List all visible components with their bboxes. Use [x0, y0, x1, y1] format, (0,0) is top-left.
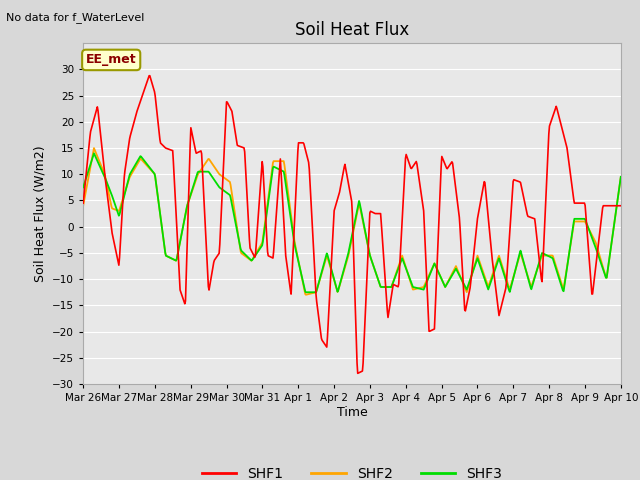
- SHF3: [113, 207, 121, 213]
- SHF1: [113, 250, 120, 255]
- SHF1: [423, 283, 431, 289]
- SHF2: [113, 207, 121, 213]
- Line: SHF1: SHF1: [83, 76, 621, 373]
- SHF3: [543, 253, 551, 259]
- SHF1: [488, 257, 496, 263]
- SHF3: [79, 184, 87, 190]
- Line: SHF2: SHF2: [83, 148, 621, 295]
- Line: SHF3: SHF3: [83, 153, 621, 292]
- Title: Soil Heat Flux: Soil Heat Flux: [295, 21, 409, 39]
- SHF1: [146, 73, 154, 79]
- Text: EE_met: EE_met: [86, 53, 136, 66]
- SHF1: [617, 203, 625, 209]
- Legend: SHF1, SHF2, SHF3: SHF1, SHF2, SHF3: [196, 461, 508, 480]
- SHF3: [423, 278, 431, 284]
- Y-axis label: Soil Heat Flux (W/m2): Soil Heat Flux (W/m2): [34, 145, 47, 282]
- SHF3: [393, 270, 401, 276]
- SHF3: [302, 289, 310, 295]
- SHF2: [407, 280, 415, 286]
- SHF1: [407, 166, 415, 171]
- Text: No data for f_WaterLevel: No data for f_WaterLevel: [6, 12, 145, 23]
- SHF2: [79, 203, 87, 209]
- SHF2: [617, 174, 625, 180]
- SHF1: [543, 161, 551, 167]
- SHF1: [393, 283, 401, 289]
- SHF2: [393, 268, 401, 274]
- SHF2: [90, 145, 98, 151]
- SHF1: [354, 371, 362, 376]
- SHF3: [90, 150, 98, 156]
- SHF3: [617, 174, 625, 180]
- SHF3: [407, 278, 415, 284]
- X-axis label: Time: Time: [337, 406, 367, 419]
- SHF3: [488, 275, 496, 280]
- SHF2: [302, 292, 310, 298]
- SHF2: [488, 272, 496, 278]
- SHF2: [423, 277, 431, 283]
- SHF2: [543, 252, 551, 258]
- SHF1: [79, 200, 87, 206]
